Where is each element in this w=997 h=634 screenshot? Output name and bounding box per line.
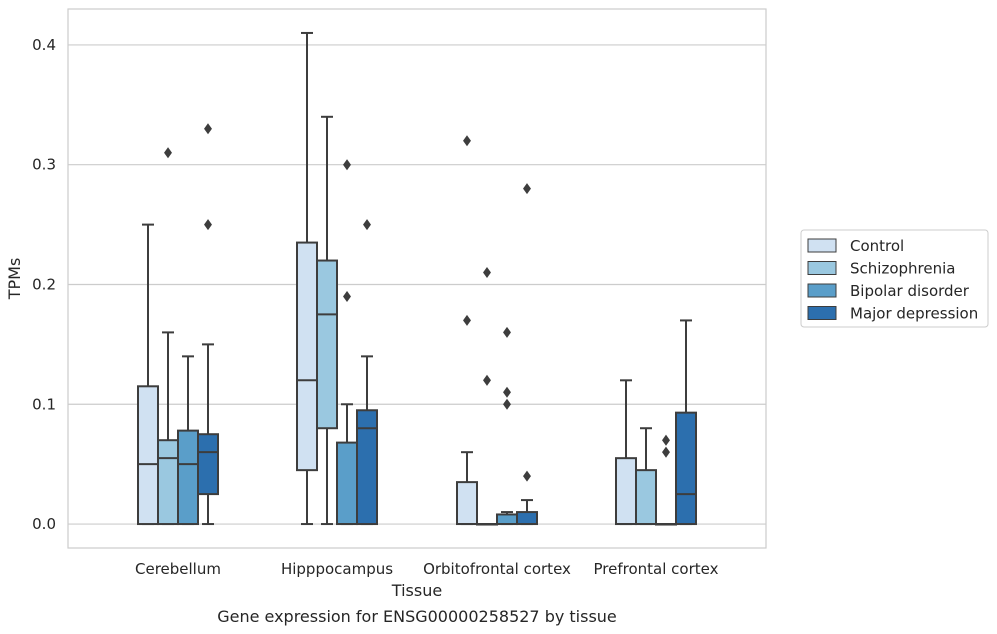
y-tick-label: 0.0 [32,515,56,533]
y-tick-label: 0.2 [32,275,56,293]
box-control [137,223,159,526]
iqr-box [456,481,478,526]
iqr-box [336,441,358,526]
box-bipolar-disorder [177,355,199,526]
iqr-box [516,511,538,526]
y-tick-label: 0.1 [32,395,56,413]
x-tick-label: Hipppocampus [281,560,393,578]
x-tick-label: Orbitofrontal cortex [423,560,571,578]
box-bipolar-disorder [496,326,518,526]
chart-caption: Gene expression for ENSG00000258527 by t… [217,607,617,626]
box-control [456,135,478,526]
box-schizophrenia [316,115,338,526]
box-layer [137,31,697,526]
outlier-point [483,374,491,386]
legend-swatch [807,283,837,298]
outlier-point [523,183,531,195]
x-axis-ticks: Cerebellum Hipppocampus Orbitofrontal cort… [135,560,719,578]
outlier-point [463,135,471,147]
legend-label: Control [850,237,904,255]
iqr-box [356,409,378,526]
outlier-point [343,159,351,171]
outlier-point [503,386,511,398]
box-control [296,31,318,526]
outlier-point [363,219,371,231]
box-schizophrenia [157,147,179,526]
y-axis-title: TPMs [5,258,24,301]
box-schizophrenia [635,427,657,526]
iqr-box [296,241,318,472]
box-major-depression [356,219,378,526]
outlier-point [343,290,351,302]
iqr-box [137,385,159,526]
iqr-box [635,469,657,526]
legend-swatch [807,238,837,253]
x-tick-label: Prefrontal cortex [594,560,719,578]
legend-frame [800,229,989,328]
outlier-point [662,446,670,458]
y-tick-label: 0.3 [32,156,56,174]
iqr-box [675,411,697,526]
outlier-point [483,266,491,279]
iqr-box [177,429,199,526]
box-bipolar-disorder [336,159,358,526]
x-axis-title: Tissue [391,581,442,600]
outlier-point [204,123,212,135]
y-tick-label: 0.4 [32,36,56,54]
iqr-box [316,259,338,430]
x-tick-label: Cerebellum [135,560,221,578]
outlier-point [164,147,172,159]
iqr-box [615,457,637,526]
box-bipolar-disorder [655,434,677,526]
plot-area-frame [67,8,767,549]
outlier-point [523,470,531,482]
box-schizophrenia [476,266,498,526]
legend-swatch [807,306,837,320]
outlier-point [503,398,511,410]
iqr-box [496,513,518,526]
legend-label: Bipolar disorder [850,282,970,300]
box-major-depression [516,183,538,526]
legend: Control Schizophrenia Bipolar disorder Majo… [800,229,989,328]
box-control [615,379,637,526]
legend-swatch [807,261,837,275]
outlier-point [463,314,471,326]
outlier-point [662,434,670,446]
iqr-box [197,433,219,496]
legend-label: Schizophrenia [850,260,955,278]
outlier-point [204,219,212,231]
legend-label: Major depression [850,305,978,323]
box-major-depression [197,123,219,526]
y-axis-ticks: 0.0 0.1 0.2 0.3 0.4 [32,36,56,533]
outlier-point [503,326,511,338]
box-major-depression [675,319,697,526]
iqr-box [157,439,179,526]
